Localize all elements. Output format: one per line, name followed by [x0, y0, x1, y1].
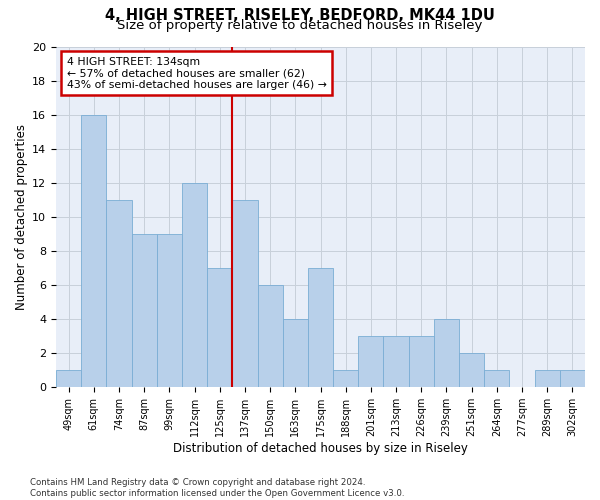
Bar: [157, 234, 182, 387]
Bar: [56, 370, 81, 387]
Bar: [232, 200, 257, 387]
Bar: [257, 285, 283, 387]
Bar: [484, 370, 509, 387]
Bar: [81, 114, 106, 387]
Bar: [383, 336, 409, 387]
Bar: [459, 353, 484, 387]
Bar: [409, 336, 434, 387]
Text: 4, HIGH STREET, RISELEY, BEDFORD, MK44 1DU: 4, HIGH STREET, RISELEY, BEDFORD, MK44 1…: [105, 8, 495, 22]
Bar: [333, 370, 358, 387]
Bar: [358, 336, 383, 387]
Text: 4 HIGH STREET: 134sqm
← 57% of detached houses are smaller (62)
43% of semi-deta: 4 HIGH STREET: 134sqm ← 57% of detached …: [67, 56, 326, 90]
Bar: [308, 268, 333, 387]
Bar: [207, 268, 232, 387]
Bar: [182, 183, 207, 387]
Bar: [535, 370, 560, 387]
Text: Size of property relative to detached houses in Riseley: Size of property relative to detached ho…: [118, 19, 482, 32]
Bar: [283, 319, 308, 387]
Bar: [434, 319, 459, 387]
Text: Contains HM Land Registry data © Crown copyright and database right 2024.
Contai: Contains HM Land Registry data © Crown c…: [30, 478, 404, 498]
Bar: [131, 234, 157, 387]
Bar: [560, 370, 585, 387]
X-axis label: Distribution of detached houses by size in Riseley: Distribution of detached houses by size …: [173, 442, 468, 455]
Y-axis label: Number of detached properties: Number of detached properties: [15, 124, 28, 310]
Bar: [106, 200, 131, 387]
